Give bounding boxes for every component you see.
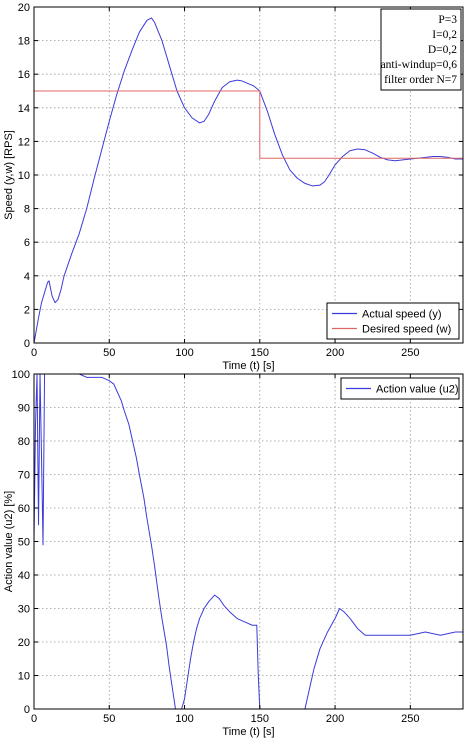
x-tick-label: 250 [401,713,419,725]
y-tick-label: 60 [18,503,30,515]
legend-entry: Action value (u2) [376,384,459,396]
y-tick-label: 14 [18,103,30,115]
y-tick-label: 30 [18,604,30,616]
x-tick-label: 250 [401,347,419,359]
action-chart-y-axis-label: Action value (u2) [%] [3,491,15,593]
x-tick-label: 100 [175,347,193,359]
series-line-0 [33,17,463,344]
action-chart-ticks: 0 50 100 150 200 250 0 10 20 30 40 50 60 70 80 90 100 [12,369,463,725]
y-tick-label: 2 [24,304,30,316]
x-tick-label: 100 [175,713,193,725]
action-chart-legend: Action value (u2) [340,377,460,400]
y-tick-label: 40 [18,570,30,582]
annotation-line: filter order N=7 [384,74,457,86]
y-tick-label: 20 [18,637,30,649]
speed-chart-ticks: 0 50 100 150 200 250 0 2 4 6 8 10 12 14 16 18 20 [18,2,463,359]
speed-chart-legend: Actual speed (y) Desired speed (w) [326,302,460,340]
x-tick-label: 50 [103,347,115,359]
action-chart-grid [34,374,463,709]
annotation-line: anti-windup=0,6 [381,59,458,71]
annotation-line: I=0,2 [432,29,457,41]
y-tick-label: 0 [24,704,30,716]
annotation-box [380,8,462,91]
legend-box [340,377,460,400]
y-tick-label: 4 [24,271,30,283]
speed-chart-x-axis-label: Time (t) [s] [222,360,274,372]
x-tick-label: 0 [31,347,37,359]
y-tick-label: 20 [18,2,30,14]
y-tick-label: 8 [24,204,30,216]
x-tick-label: 0 [31,713,37,725]
legend-entry: Desired speed (w) [362,324,451,336]
legend-box [326,302,460,340]
y-tick-label: 10 [18,170,30,182]
speed-chart-series [33,17,463,344]
y-tick-label: 18 [18,36,30,48]
action-chart-x-axis-label: Time (t) [s] [222,726,274,738]
pid-parameters-box: P=3 I=0,2 D=0,2 anti-windup=0,6 filter order… [380,8,462,91]
y-tick-label: 0 [24,338,30,350]
annotation-line: D=0,2 [428,44,457,56]
y-tick-label: 100 [12,369,30,381]
y-tick-label: 80 [18,436,30,448]
y-tick-label: 16 [18,69,30,81]
x-tick-label: 50 [103,713,115,725]
x-tick-label: 150 [251,713,269,725]
legend-entry: Actual speed (y) [362,309,441,321]
speed-chart-y-axis-label: Speed (y,w) [RPS] [3,130,15,220]
annotation-line: P=3 [438,14,457,26]
x-tick-label: 200 [326,713,344,725]
y-tick-label: 50 [18,537,30,549]
speed-chart: 0 50 100 150 200 250 0 2 4 6 8 10 12 14 16 18 20 Time (t… [3,2,464,372]
x-tick-label: 150 [251,347,269,359]
y-tick-label: 6 [24,237,30,249]
y-tick-label: 90 [18,403,30,415]
x-tick-label: 200 [326,347,344,359]
y-tick-label: 12 [18,136,30,148]
action-chart: 0 50 100 150 200 250 0 10 20 30 40 50 60 70 80 90 100 Ti… [3,369,464,738]
y-tick-label: 70 [18,470,30,482]
y-tick-label: 10 [18,671,30,683]
series-line-1 [34,90,463,159]
